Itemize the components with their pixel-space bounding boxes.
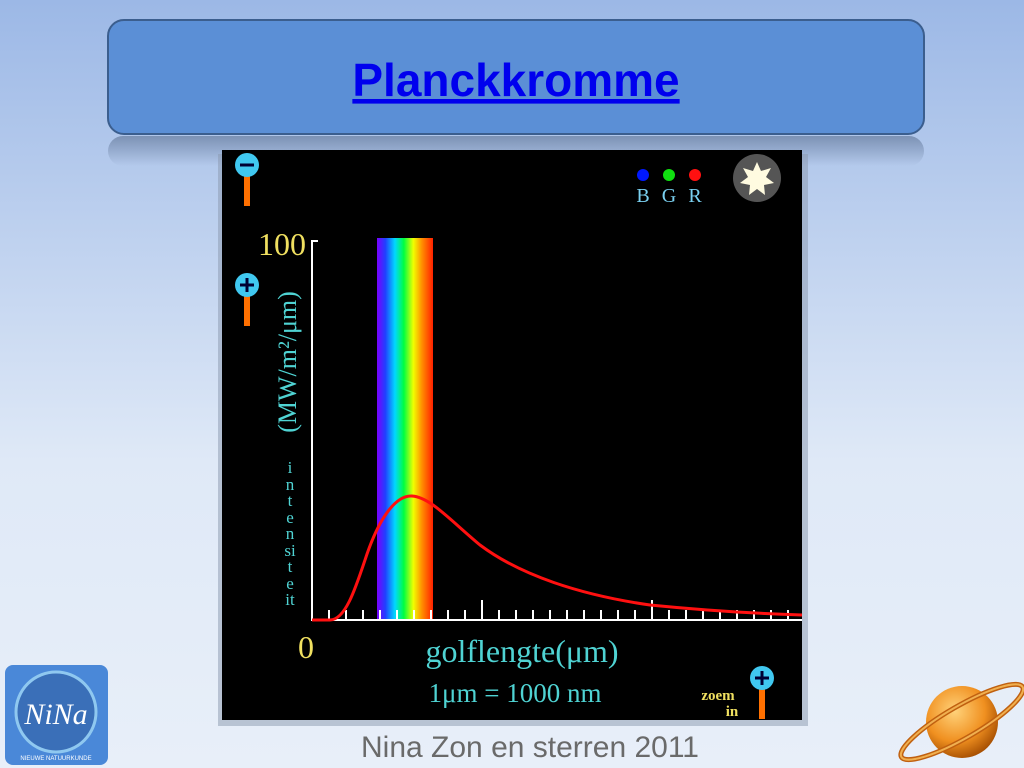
figure-panel bbox=[222, 150, 802, 720]
zoom-out-button[interactable] bbox=[235, 153, 259, 206]
filter-label: B bbox=[636, 185, 649, 207]
planck-curve bbox=[312, 494, 803, 622]
filter-dot[interactable] bbox=[637, 169, 649, 181]
zoom-label: zoem bbox=[701, 688, 735, 704]
filter-label: G bbox=[662, 185, 676, 207]
logo-name: NiNa bbox=[23, 698, 87, 731]
sun-icon bbox=[740, 162, 774, 195]
title-box bbox=[107, 19, 925, 135]
y-unit: (MW/m²/μm) bbox=[273, 291, 302, 433]
filter-dot[interactable] bbox=[663, 169, 675, 181]
y-axis-name: intensiteit bbox=[284, 458, 296, 609]
logo-subtitle: NIEUWE NATUURKUNDE bbox=[20, 756, 91, 762]
x-axis-title: golflengte(μm) bbox=[425, 633, 618, 669]
x-axis-ticks bbox=[328, 600, 789, 620]
slide-title[interactable]: Planckkromme bbox=[352, 54, 679, 106]
planet-illustration bbox=[898, 681, 1024, 763]
y-min-label: 0 bbox=[298, 629, 314, 665]
zoom-in-y-button[interactable] bbox=[235, 273, 259, 326]
zoom-label: in bbox=[726, 704, 739, 720]
logo-ring bbox=[14, 670, 98, 754]
y-max-label: 100 bbox=[258, 226, 306, 262]
visible-spectrum bbox=[377, 238, 433, 620]
zoom-in-x-button[interactable] bbox=[750, 666, 774, 719]
conversion-note: 1μm = 1000 nm bbox=[429, 678, 602, 708]
footer: Nina Zon en sterren 2011 bbox=[361, 731, 699, 764]
filter-dot[interactable] bbox=[689, 169, 701, 181]
filter-label: R bbox=[688, 185, 702, 207]
